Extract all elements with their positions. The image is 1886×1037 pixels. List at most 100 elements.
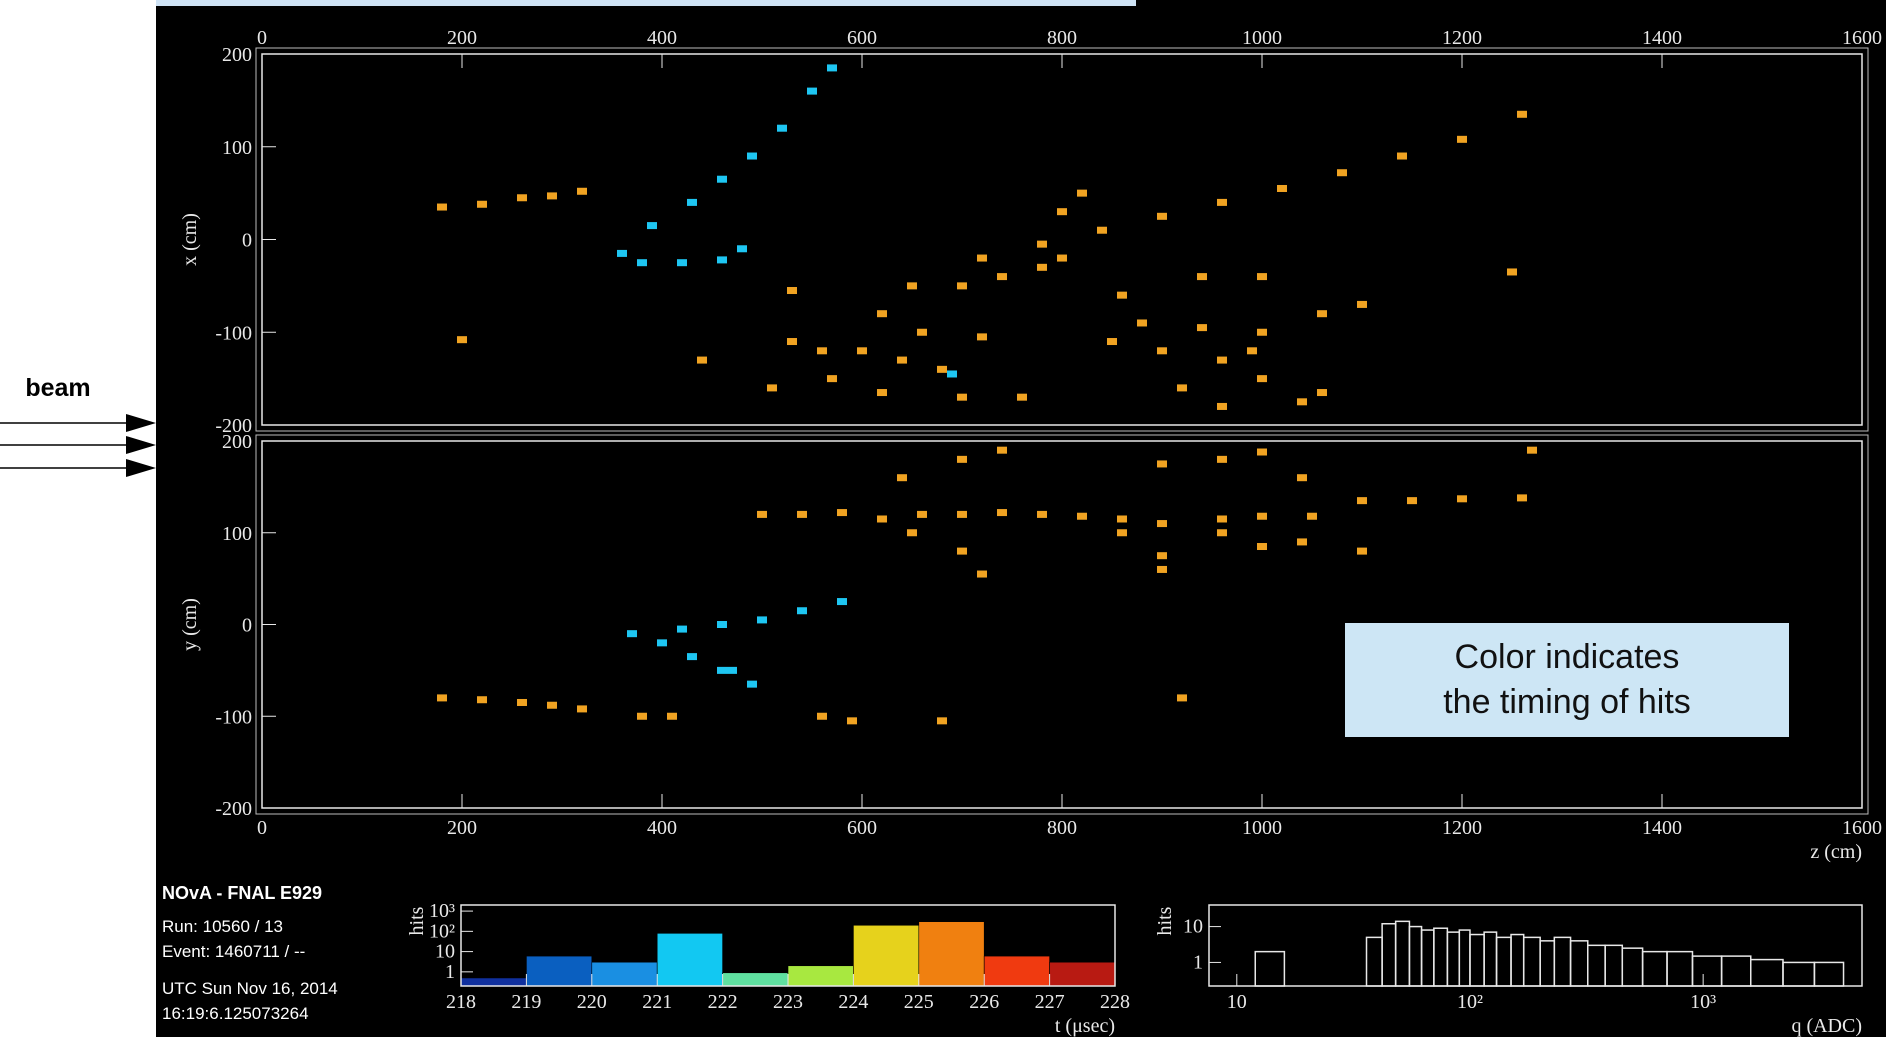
- y-tick-label: 0: [242, 230, 252, 252]
- hit: [947, 370, 957, 377]
- hit: [1507, 268, 1517, 275]
- hit: [1217, 199, 1227, 206]
- hit: [1017, 394, 1027, 401]
- hit: [1177, 694, 1187, 701]
- y-tick-label: 1: [445, 961, 455, 983]
- hit: [1157, 566, 1167, 573]
- hit: [757, 616, 767, 623]
- annotation-text: Color indicates: [1455, 638, 1680, 676]
- hit: [917, 511, 927, 518]
- x-tick-label: 400: [647, 817, 677, 839]
- hist-bar: [788, 966, 853, 986]
- y-tick-label: 10²: [429, 920, 455, 942]
- hit: [797, 607, 807, 614]
- x-tick-label: 1600: [1842, 817, 1882, 839]
- hit: [647, 222, 657, 229]
- hit: [687, 199, 697, 206]
- hit: [917, 329, 927, 336]
- hit: [677, 626, 687, 633]
- hit: [1517, 111, 1527, 118]
- hist-bar: [984, 956, 1049, 986]
- hit: [697, 357, 707, 364]
- beam-arrowhead: [126, 459, 156, 477]
- hit: [547, 702, 557, 709]
- hit: [1157, 347, 1167, 354]
- hit: [577, 188, 587, 195]
- hit: [997, 273, 1007, 280]
- hit: [777, 125, 787, 132]
- hist-bar: [526, 956, 591, 986]
- hit: [767, 384, 777, 391]
- x-axis-label: z (cm): [1810, 841, 1862, 863]
- hit: [1277, 185, 1287, 192]
- hit: [1357, 301, 1367, 308]
- hist-bar: [657, 933, 722, 986]
- hit: [517, 699, 527, 706]
- hit: [627, 630, 637, 637]
- header-strip: [156, 0, 1136, 6]
- hit: [437, 204, 447, 211]
- x-tick-label: 228: [1100, 991, 1130, 1013]
- hit: [1337, 169, 1347, 176]
- hit: [717, 176, 727, 183]
- hit: [1407, 497, 1417, 504]
- hit: [1397, 153, 1407, 160]
- y-axis-label: x (cm): [179, 213, 201, 266]
- hit: [1057, 255, 1067, 262]
- hit: [1037, 511, 1047, 518]
- y-tick-label: -100: [215, 322, 252, 344]
- event-date: UTC Sun Nov 16, 2014: [162, 979, 338, 998]
- y-axis-label: hits: [406, 906, 428, 935]
- hit: [637, 259, 647, 266]
- hit: [1257, 513, 1267, 520]
- hit: [1217, 515, 1227, 522]
- hit: [637, 713, 647, 720]
- y-tick-label: 0: [242, 615, 252, 637]
- hit: [1257, 449, 1267, 456]
- x-tick-label: 400: [647, 27, 677, 49]
- hit: [717, 621, 727, 628]
- hit: [937, 717, 947, 724]
- hit: [817, 347, 827, 354]
- x-tick-label: 1000: [1242, 27, 1282, 49]
- x-tick-label: 800: [1047, 27, 1077, 49]
- hist-bar: [723, 973, 788, 986]
- hit: [787, 338, 797, 345]
- beam-arrowhead: [126, 414, 156, 432]
- hit: [957, 282, 967, 289]
- x-tick-label: 220: [577, 991, 607, 1013]
- hit: [657, 639, 667, 646]
- hit: [437, 694, 447, 701]
- hit: [1257, 375, 1267, 382]
- hit: [957, 394, 967, 401]
- y-axis-label: y (cm): [179, 598, 201, 651]
- hit: [1257, 329, 1267, 336]
- hit: [1257, 543, 1267, 550]
- hit: [1257, 273, 1267, 280]
- hit: [1297, 538, 1307, 545]
- event-time: 16:19:6.125073264: [162, 1004, 309, 1023]
- hit: [1297, 398, 1307, 405]
- hit: [1177, 384, 1187, 391]
- y-tick-label: 200: [222, 44, 252, 66]
- hit: [1037, 241, 1047, 248]
- x-tick-label: 1000: [1242, 817, 1282, 839]
- hit: [817, 713, 827, 720]
- hit: [907, 282, 917, 289]
- hit: [957, 511, 967, 518]
- hit: [957, 456, 967, 463]
- hit: [1117, 515, 1127, 522]
- x-tick-label: 1400: [1642, 27, 1682, 49]
- hit: [1517, 494, 1527, 501]
- hit: [1357, 497, 1367, 504]
- hit: [757, 511, 767, 518]
- hit: [737, 245, 747, 252]
- x-tick-label: 10²: [1457, 991, 1483, 1013]
- y-tick-label: -200: [215, 798, 252, 820]
- hit: [1157, 552, 1167, 559]
- hit: [577, 705, 587, 712]
- x-tick-label: 600: [847, 817, 877, 839]
- hit: [717, 256, 727, 263]
- x-tick-label: 200: [447, 27, 477, 49]
- hit: [1357, 548, 1367, 555]
